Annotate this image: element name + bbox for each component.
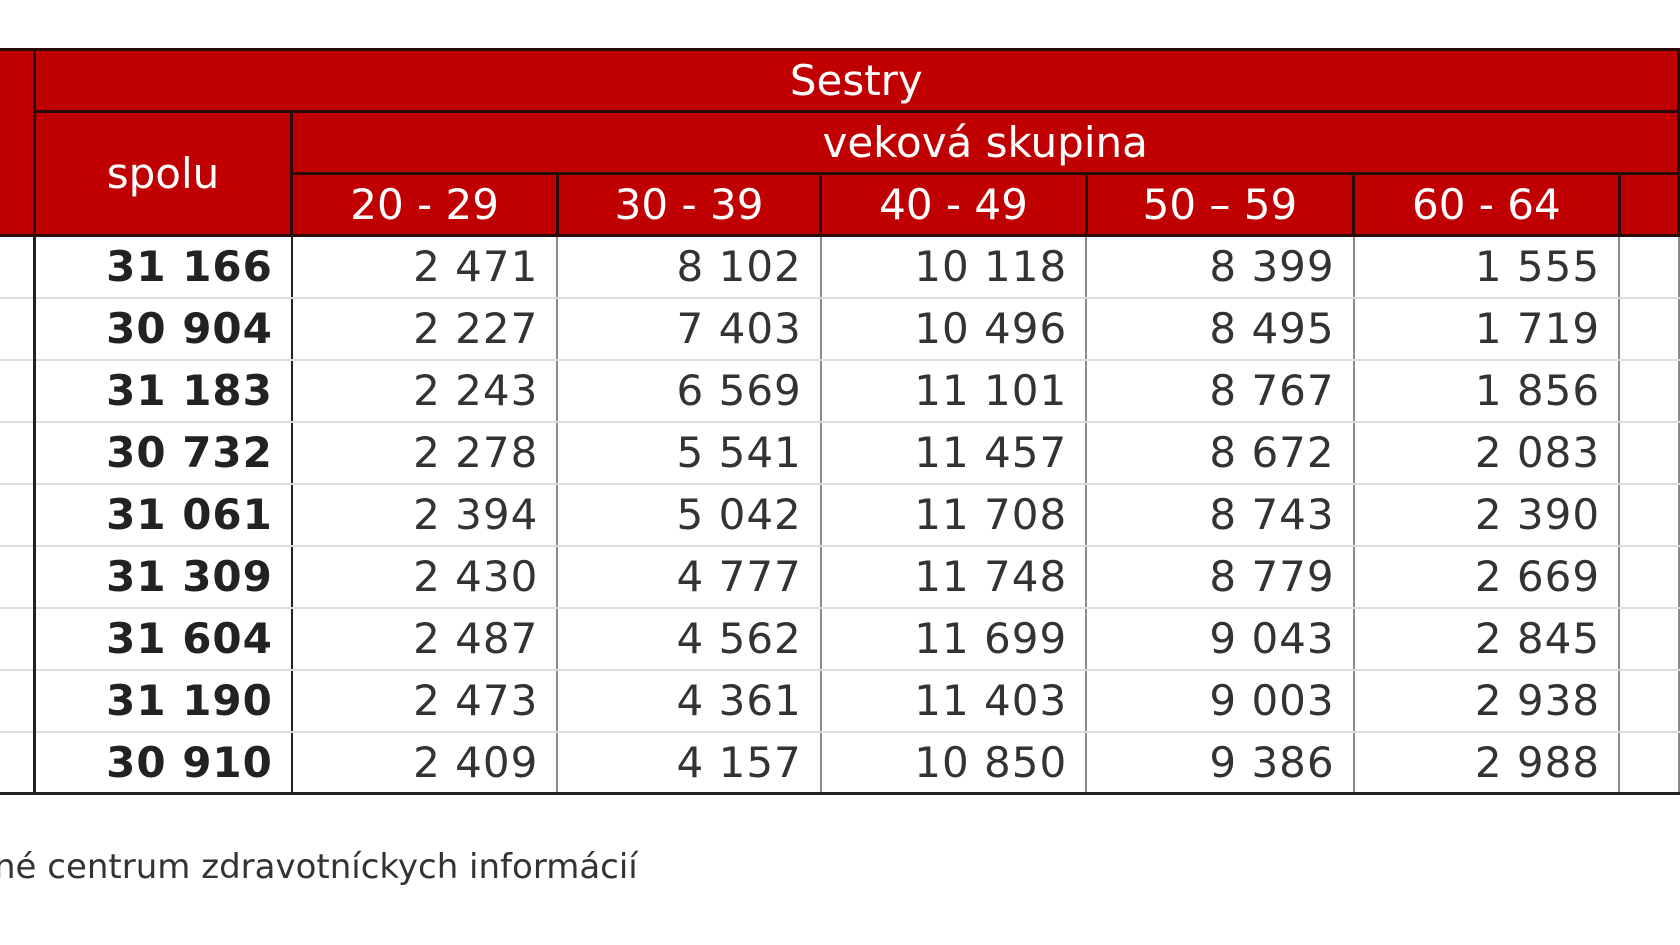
row-label-cell (0, 607, 36, 671)
total-cell: 30 910 (34, 731, 293, 795)
row-label-header (0, 48, 36, 237)
total-cell: 31 190 (34, 669, 293, 733)
age-col-header: 60 - 64 (1352, 172, 1621, 237)
value-cell: 7 403 (557, 297, 822, 361)
nurses-age-table: Sestry spolu veková skupina 20 - 29 30 -… (0, 48, 1680, 795)
value-cell: 4 562 (557, 607, 822, 671)
table-row: 31 183 2 243 6 569 11 101 8 767 1 856 (0, 359, 1680, 423)
row-label-cell (0, 483, 36, 547)
group-header: Sestry (32, 48, 1680, 113)
value-cell: 2 227 (291, 297, 559, 361)
total-header: spolu (32, 110, 294, 237)
value-cell: 4 361 (557, 669, 822, 733)
value-cell: 11 708 (820, 483, 1088, 547)
row-label-cell (0, 421, 36, 485)
table-row: 30 910 2 409 4 157 10 850 9 386 2 988 (0, 731, 1680, 795)
value-cell: 8 399 (1086, 235, 1355, 299)
value-cell: 2 487 (291, 607, 559, 671)
value-cell: 1 555 (1353, 235, 1621, 299)
value-cell-cut (1619, 297, 1680, 361)
age-col-header: 30 - 39 (555, 172, 823, 237)
source-note: né centrum zdravotníckych informácií (0, 847, 638, 887)
value-cell: 9 003 (1086, 669, 1355, 733)
age-col-header: 20 - 29 (290, 172, 559, 237)
value-cell: 10 118 (820, 235, 1088, 299)
total-cell: 30 904 (34, 297, 293, 361)
value-cell-cut (1619, 421, 1680, 485)
value-cell: 8 767 (1086, 359, 1355, 423)
data-table-container: Sestry spolu veková skupina 20 - 29 30 -… (0, 48, 1680, 795)
row-label-cell (0, 297, 36, 361)
total-cell: 31 166 (34, 235, 293, 299)
value-cell: 9 043 (1086, 607, 1355, 671)
table-row: 30 904 2 227 7 403 10 496 8 495 1 719 (0, 297, 1680, 361)
value-cell: 2 471 (291, 235, 559, 299)
table-row: 31 190 2 473 4 361 11 403 9 003 2 938 (0, 669, 1680, 733)
age-col-header-cut (1617, 172, 1680, 237)
table-row: 31 604 2 487 4 562 11 699 9 043 2 845 (0, 607, 1680, 671)
value-cell: 2 394 (291, 483, 559, 547)
value-cell: 2 243 (291, 359, 559, 423)
value-cell: 2 409 (291, 731, 559, 795)
value-cell-cut (1619, 545, 1680, 609)
table-row: 30 732 2 278 5 541 11 457 8 672 2 083 (0, 421, 1680, 485)
value-cell: 2 669 (1353, 545, 1621, 609)
value-cell: 4 157 (557, 731, 822, 795)
value-cell-cut (1619, 483, 1680, 547)
total-cell: 31 061 (34, 483, 293, 547)
value-cell: 1 719 (1353, 297, 1621, 361)
value-cell-cut (1619, 607, 1680, 671)
row-label-cell (0, 235, 36, 299)
value-cell: 8 743 (1086, 483, 1355, 547)
age-group-header: veková skupina (290, 110, 1680, 175)
value-cell: 9 386 (1086, 731, 1355, 795)
value-cell: 11 699 (820, 607, 1088, 671)
value-cell: 8 102 (557, 235, 822, 299)
total-cell: 31 309 (34, 545, 293, 609)
row-label-cell (0, 359, 36, 423)
value-cell: 2 988 (1353, 731, 1621, 795)
row-label-cell (0, 545, 36, 609)
value-cell: 8 495 (1086, 297, 1355, 361)
value-cell: 8 779 (1086, 545, 1355, 609)
value-cell: 2 473 (291, 669, 559, 733)
table-row: 31 309 2 430 4 777 11 748 8 779 2 669 (0, 545, 1680, 609)
value-cell: 2 083 (1353, 421, 1621, 485)
value-cell: 8 672 (1086, 421, 1355, 485)
value-cell: 11 457 (820, 421, 1088, 485)
value-cell: 1 856 (1353, 359, 1621, 423)
total-cell: 31 604 (34, 607, 293, 671)
value-cell: 6 569 (557, 359, 822, 423)
total-cell: 31 183 (34, 359, 293, 423)
value-cell-cut (1619, 359, 1680, 423)
value-cell: 2 430 (291, 545, 559, 609)
row-label-cell (0, 669, 36, 733)
table-row: 31 166 2 471 8 102 10 118 8 399 1 555 (0, 235, 1680, 299)
value-cell-cut (1619, 235, 1680, 299)
value-cell: 2 845 (1353, 607, 1621, 671)
value-cell: 2 390 (1353, 483, 1621, 547)
value-cell-cut (1619, 731, 1680, 795)
value-cell: 2 938 (1353, 669, 1621, 733)
value-cell: 10 496 (820, 297, 1088, 361)
value-cell: 11 101 (820, 359, 1088, 423)
age-col-header: 40 - 49 (819, 172, 1088, 237)
value-cell: 2 278 (291, 421, 559, 485)
value-cell: 10 850 (820, 731, 1088, 795)
value-cell: 5 541 (557, 421, 822, 485)
value-cell: 11 748 (820, 545, 1088, 609)
table-row: 31 061 2 394 5 042 11 708 8 743 2 390 (0, 483, 1680, 547)
value-cell: 11 403 (820, 669, 1088, 733)
total-cell: 30 732 (34, 421, 293, 485)
row-label-cell (0, 731, 36, 795)
value-cell-cut (1619, 669, 1680, 733)
age-col-header: 50 – 59 (1084, 172, 1356, 237)
value-cell: 5 042 (557, 483, 822, 547)
value-cell: 4 777 (557, 545, 822, 609)
